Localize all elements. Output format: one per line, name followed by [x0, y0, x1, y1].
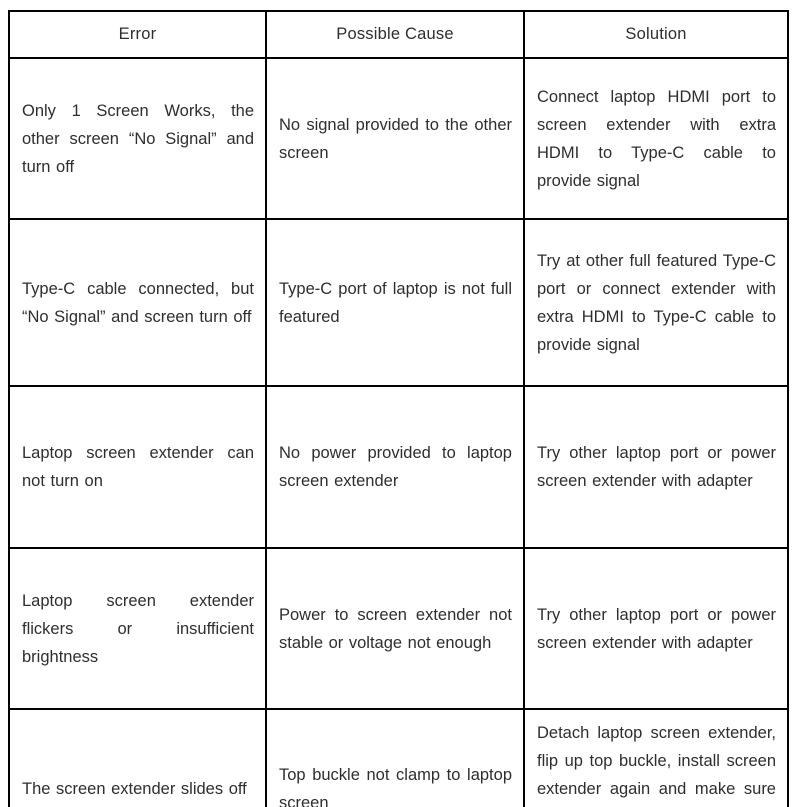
cause-cell: Type-C port of laptop is not full featur… [265, 218, 525, 387]
error-cell: Type-C cable connected, but “No Signal” … [8, 218, 267, 387]
solution-cell: Try at other full featured Type-C port o… [523, 218, 789, 387]
table-row: Only 1 Screen Works, the other screen “N… [8, 57, 789, 220]
table-row: Laptop screen extender can not turn on N… [8, 385, 789, 549]
solution-cell: Detach laptop screen extender, flip up t… [523, 708, 789, 807]
column-header-possible-cause: Possible Cause [265, 10, 525, 59]
cause-cell: Power to screen extender not stable or v… [265, 547, 525, 710]
table-row: Type-C cable connected, but “No Signal” … [8, 218, 789, 387]
error-cell: The screen extender slides off [8, 708, 267, 807]
cause-cell: No signal provided to the other screen [265, 57, 525, 220]
troubleshooting-table: Error Possible Cause Solution Only 1 Scr… [8, 10, 789, 807]
error-cell: Only 1 Screen Works, the other screen “N… [8, 57, 267, 220]
column-header-error: Error [8, 10, 267, 59]
header-row: Error Possible Cause Solution [8, 10, 789, 59]
cause-cell: No power provided to laptop screen exten… [265, 385, 525, 549]
solution-cell: Try other laptop port or power screen ex… [523, 547, 789, 710]
solution-cell: Connect laptop HDMI port to screen exten… [523, 57, 789, 220]
cause-cell: Top buckle not clamp to laptop screen [265, 708, 525, 807]
error-cell: Laptop screen extender flickers or insuf… [8, 547, 267, 710]
error-cell: Laptop screen extender can not turn on [8, 385, 267, 549]
table-row: The screen extender slides off Top buckl… [8, 708, 789, 807]
solution-cell: Try other laptop port or power screen ex… [523, 385, 789, 549]
table-row: Laptop screen extender flickers or insuf… [8, 547, 789, 710]
column-header-solution: Solution [523, 10, 789, 59]
